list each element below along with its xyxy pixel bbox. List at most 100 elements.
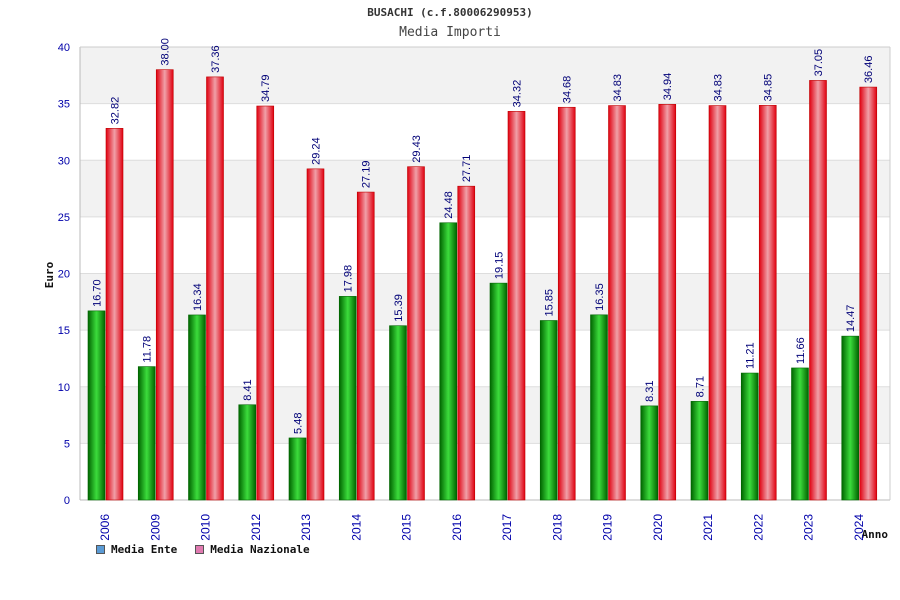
x-tick-label: 2019 <box>601 514 615 541</box>
data-label: 27.71 <box>461 155 473 183</box>
x-tick-label: 2018 <box>550 514 564 541</box>
data-label: 5.48 <box>293 413 305 434</box>
bar-nazionale <box>256 105 275 501</box>
data-label: 38.00 <box>160 38 172 66</box>
data-label: 11.78 <box>142 336 154 363</box>
x-tick-label: 2014 <box>349 514 363 541</box>
y-tick-label: 35 <box>58 99 70 111</box>
data-label: 15.85 <box>544 289 556 317</box>
bar-ente <box>640 405 659 501</box>
x-tick-label: 2012 <box>249 514 263 541</box>
data-label: 16.35 <box>594 283 606 311</box>
bar-nazionale <box>206 76 224 501</box>
bar-nazionale <box>758 105 777 501</box>
bar-ente <box>288 437 307 501</box>
y-tick-label: 0 <box>64 495 70 507</box>
x-tick-label: 2017 <box>500 514 514 541</box>
data-label: 27.19 <box>361 161 373 189</box>
legend: Media Ente Media Nazionale <box>96 543 310 556</box>
data-label: 14.47 <box>845 305 857 333</box>
bar-ente <box>740 372 759 501</box>
data-label: 34.94 <box>662 73 674 101</box>
data-label: 15.39 <box>393 294 405 322</box>
bar-nazionale <box>859 86 878 501</box>
data-label: 11.21 <box>745 342 757 369</box>
x-axis-label: Anno <box>862 528 889 541</box>
x-tick-label: 2016 <box>450 514 464 541</box>
data-label: 29.24 <box>311 137 323 165</box>
x-tick-label: 2006 <box>98 514 112 541</box>
data-label: 11.66 <box>795 337 807 364</box>
y-axis-label: Euro <box>43 261 56 288</box>
bar-ente <box>841 335 860 501</box>
bar-ente <box>389 325 407 501</box>
bar-ente <box>489 282 508 501</box>
bar-nazionale <box>608 105 626 501</box>
y-tick-label: 5 <box>64 438 70 450</box>
data-label: 8.31 <box>644 380 656 401</box>
y-tick-label: 40 <box>58 42 70 54</box>
bar-nazionale <box>105 128 124 501</box>
bar-nazionale <box>708 105 727 501</box>
bar-ente <box>338 296 357 501</box>
bar-ente <box>238 404 257 501</box>
bar-ente <box>87 310 106 501</box>
bar-ente <box>137 366 156 501</box>
legend-swatch-ente <box>96 545 105 554</box>
data-label: 34.85 <box>763 74 775 102</box>
x-tick-label: 2010 <box>199 514 213 541</box>
data-label: 19.15 <box>494 252 506 280</box>
legend-swatch-nazionale <box>195 545 205 554</box>
y-tick-label: 30 <box>58 155 70 167</box>
y-tick-label: 20 <box>58 269 70 281</box>
bar-ente <box>439 222 458 501</box>
bar-ente <box>188 314 206 501</box>
data-label: 24.48 <box>443 191 455 219</box>
bar-nazionale <box>155 69 174 501</box>
x-tick-label: 2022 <box>751 514 765 541</box>
data-label: 37.05 <box>813 49 825 77</box>
bar-nazionale <box>809 80 827 501</box>
data-label: 17.98 <box>343 265 355 293</box>
bar-ente <box>539 320 558 501</box>
x-tick-label: 2009 <box>148 514 162 541</box>
data-label: 34.79 <box>260 74 272 102</box>
x-tick-label: 2015 <box>400 514 414 541</box>
bar-ente <box>791 367 809 501</box>
data-label: 32.82 <box>110 97 122 125</box>
x-tick-label: 2013 <box>299 514 313 541</box>
chart-title: BUSACHI (c.f.80006290953) <box>367 6 533 19</box>
data-label: 34.68 <box>562 76 574 104</box>
bar-ente <box>590 314 608 501</box>
x-tick-label: 2021 <box>701 514 715 541</box>
bar-nazionale <box>306 168 325 501</box>
bars <box>87 69 878 501</box>
bar-nazionale <box>507 111 526 501</box>
legend-label-ente: Media Ente <box>111 543 178 556</box>
data-label: 34.83 <box>612 74 624 102</box>
data-label: 34.32 <box>512 80 524 108</box>
bar-nazionale <box>457 185 476 501</box>
y-tick-label: 25 <box>58 212 70 224</box>
bar-nazionale <box>557 106 576 501</box>
y-tick-label: 10 <box>58 382 70 394</box>
chart-subtitle: Media Importi <box>399 25 501 40</box>
x-tick-label: 2020 <box>651 514 665 541</box>
data-label: 36.46 <box>863 56 875 84</box>
legend-label-nazionale: Media Nazionale <box>210 543 310 556</box>
data-label: 16.70 <box>92 279 104 307</box>
bar-nazionale <box>356 191 375 501</box>
bar-ente <box>690 401 709 501</box>
data-label: 34.83 <box>713 74 725 102</box>
data-label: 8.71 <box>695 376 707 397</box>
legend-item-nazionale: Media Nazionale <box>195 543 310 556</box>
data-label: 16.34 <box>192 283 204 311</box>
bar-nazionale <box>658 104 677 501</box>
bar-nazionale <box>407 166 425 501</box>
data-label: 29.43 <box>411 135 423 163</box>
x-tick-label: 2024 <box>852 514 866 541</box>
legend-item-ente: Media Ente <box>96 543 177 556</box>
y-tick-label: 15 <box>58 325 70 337</box>
x-tick-label: 2023 <box>802 514 816 541</box>
